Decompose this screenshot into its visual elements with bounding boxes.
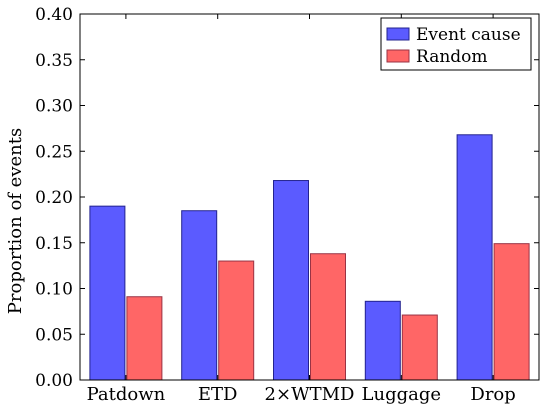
bar-event-cause-2 [181,210,218,381]
bar-random-4 [401,314,438,381]
y-tick-label: 0.20 [35,188,73,208]
bar-event-cause-3 [273,180,309,381]
y-axis-label: Proportion of events [5,128,26,314]
bar-random-3 [310,253,346,381]
y-tick-label: 0.30 [35,97,73,117]
x-tick-label: 2×WTMD [265,384,355,405]
x-tick-label: Patdown [87,384,166,405]
axes-layer: Patdown ETD 2×WTMD Luggage Drop 0.00 0.05 0.10 0… [35,5,540,405]
x-tick-label: ETD [198,384,238,405]
bar-event-cause-5 [456,134,493,381]
y-tick-label: 0.00 [35,371,73,391]
bar-event-cause-1 [89,205,126,381]
y-tick-label: 0.05 [35,325,73,345]
y-tick-label: 0.10 [35,280,73,300]
legend-swatch [386,49,410,63]
bar-random-2 [218,260,255,381]
y-tick-label: 0.35 [35,51,73,71]
plot-frame [79,13,540,381]
bar-random-1 [126,296,163,381]
bar-random-5 [493,243,530,381]
y-tick-label: 0.40 [35,5,73,25]
legend-swatch [386,27,410,41]
legend-label: Event cause [416,25,521,45]
x-tick-label: Drop [470,384,515,405]
x-tick-label: Luggage [362,384,442,405]
y-tick-label: 0.15 [35,234,73,254]
legend-label: Random [416,47,488,67]
y-tick-label: 0.25 [35,142,73,162]
bar-event-cause-4 [364,300,401,381]
bars-layer [89,134,530,381]
